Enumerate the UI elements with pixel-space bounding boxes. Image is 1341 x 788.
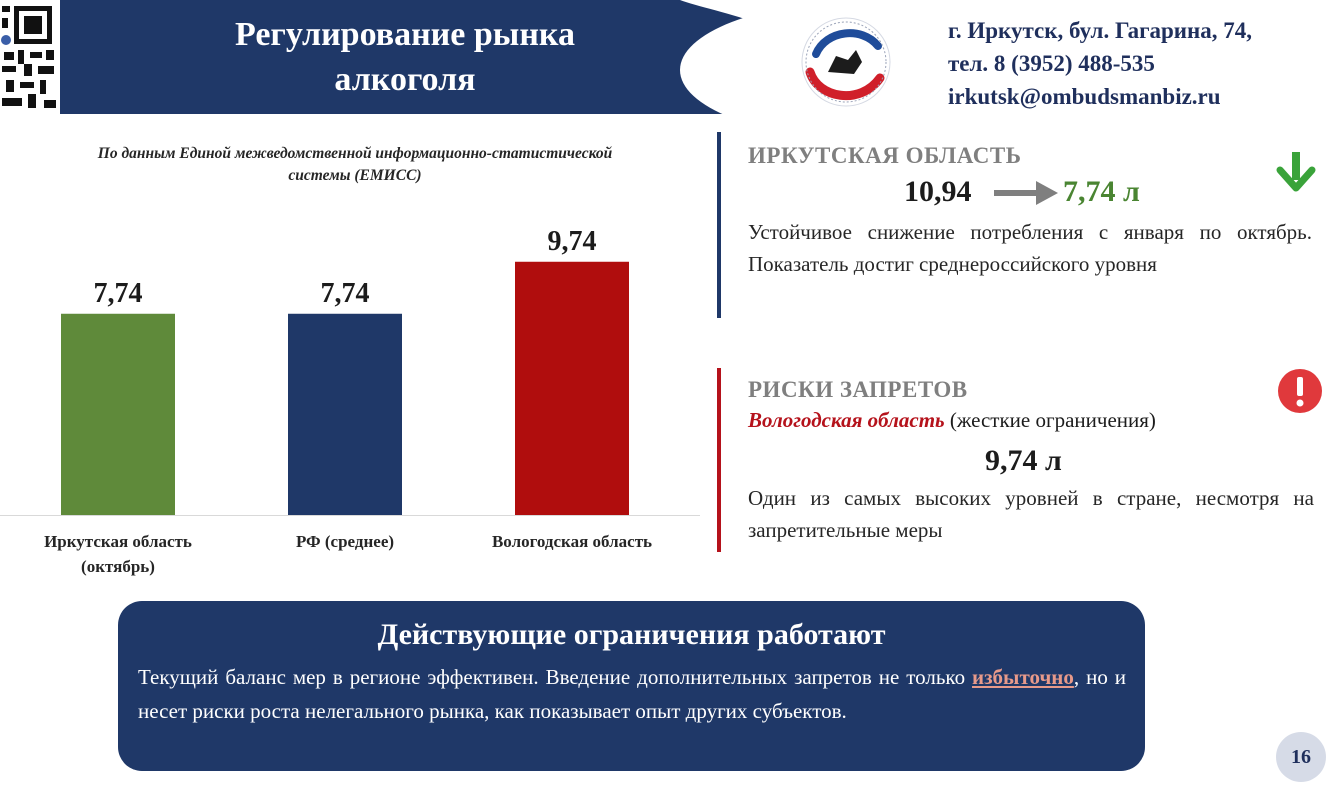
risks-description: Один из самых высоких уровней в стране, … xyxy=(748,486,1314,542)
conclusion-text-before: Текущий баланс мер в регионе эффективен.… xyxy=(138,665,966,689)
conclusion-text: Текущий баланс мер в регионе эффективен.… xyxy=(138,660,1126,728)
qr-code-icon xyxy=(0,0,58,112)
arrow-down-icon xyxy=(1276,152,1316,192)
page-number: 16 xyxy=(1276,732,1326,782)
contact-address: г. Иркутск, бул. Гагарина, 74, xyxy=(948,18,1253,43)
slide-title-line-1: Регулирование рынка xyxy=(235,16,575,53)
risks-region-note: (жесткие ограничения) xyxy=(949,408,1156,432)
risks-region-line: Вологодская область (жесткие ограничения… xyxy=(748,408,1328,433)
irkutsk-description: Устойчивое снижение потребления с января… xyxy=(748,220,1312,276)
category-label-2-0: Вологодская область xyxy=(492,532,652,551)
irkutsk-heading: ИРКУТСКАЯ ОБЛАСТЬ xyxy=(748,143,1022,168)
contact-email[interactable]: irkutsk@ombudsmanbiz.ru xyxy=(948,84,1221,109)
divider-risks xyxy=(717,368,721,552)
risks-heading: РИСКИ ЗАПРЕТОВ xyxy=(748,377,968,402)
chart-source-line-1: По данным Единой межведомственной информ… xyxy=(97,145,613,162)
slide-title: Регулирование рынка алкоголя xyxy=(170,12,640,102)
category-label-0-0: Иркутская область xyxy=(44,532,192,551)
category-label-0-1: (октябрь) xyxy=(81,557,155,576)
bar-1 xyxy=(288,313,402,515)
conclusion-title: Действующие ограничения работают xyxy=(377,618,886,651)
arrow-right-icon xyxy=(994,181,1058,205)
chart-source-caption: По данным Единой межведомственной информ… xyxy=(0,143,710,187)
bar-value-label-1: 7,74 xyxy=(321,278,370,309)
bar-2 xyxy=(515,261,629,515)
contact-phone: тел. 8 (3952) 488-535 xyxy=(948,51,1155,76)
ombudsman-logo xyxy=(801,17,891,107)
risks-region: Вологодская область xyxy=(748,408,945,432)
slide-title-line-2: алкоголя xyxy=(334,61,476,98)
bar-value-label-2: 9,74 xyxy=(548,226,597,257)
irkutsk-old-value: 10,94 xyxy=(904,175,972,208)
bar-chart: 7,74 Иркутская область (октябрь) 7,74 РФ (ср… xyxy=(0,226,700,576)
category-label-1-0: РФ (среднее) xyxy=(296,532,394,551)
conclusion-text-after: , но и несет риски роста нелегального ры… xyxy=(138,665,1126,723)
risks-value: 9,74 л xyxy=(985,444,1062,477)
bar-value-label-0: 7,74 xyxy=(94,278,143,309)
irkutsk-new-value: 7,74 л xyxy=(1063,175,1140,208)
conclusion-emphasis: избыточно xyxy=(972,665,1074,689)
conclusion-panel xyxy=(118,601,1145,771)
chart-source-line-2: системы (ЕМИСС) xyxy=(288,167,422,184)
exclamation-icon xyxy=(1278,369,1322,413)
bar-0 xyxy=(61,313,175,515)
divider-irkutsk xyxy=(717,132,721,318)
